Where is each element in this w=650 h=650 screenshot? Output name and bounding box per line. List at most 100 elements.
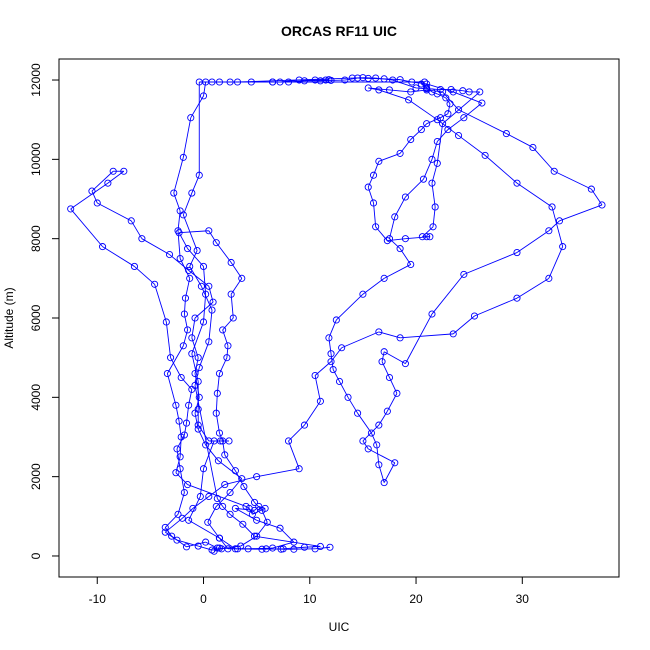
data-point (258, 545, 266, 553)
y-tick-label: 0 (29, 552, 43, 559)
data-point (214, 457, 222, 465)
data-point (226, 488, 234, 497)
data-point (172, 401, 180, 409)
series-segment (484, 155, 518, 184)
data-point (185, 266, 193, 274)
data-point (431, 203, 439, 211)
data-point (186, 262, 194, 270)
data-point (194, 542, 202, 550)
series-segment (445, 97, 451, 105)
data-point (449, 88, 457, 96)
data-point (407, 88, 415, 96)
chart-title: ORCAS RF11 UIC (281, 23, 397, 39)
data-point (120, 167, 128, 175)
series-segment (208, 310, 213, 342)
data-point (587, 185, 595, 193)
series-segment (405, 178, 424, 198)
data-point (354, 74, 362, 82)
series-segment (141, 238, 170, 255)
series-segment (215, 242, 232, 263)
data-point (221, 481, 229, 489)
data-point (184, 245, 192, 253)
series-segment (208, 230, 217, 243)
series-segment (91, 190, 98, 204)
data-point (555, 217, 564, 225)
data-point (383, 237, 391, 245)
data-point (279, 545, 287, 553)
data-point (194, 354, 202, 362)
data-point (208, 306, 216, 314)
series-segment (362, 440, 369, 450)
data-point (227, 290, 235, 298)
data-point (240, 483, 248, 491)
data-point (226, 78, 234, 86)
data-point (212, 409, 220, 417)
data-point (258, 506, 266, 514)
data-point (248, 510, 256, 518)
data-point (173, 445, 181, 453)
data-point (250, 532, 259, 540)
series-segment (410, 129, 422, 140)
data-point (247, 78, 255, 86)
data-point (478, 99, 486, 107)
data-point (420, 78, 429, 86)
data-point (191, 369, 199, 378)
data-point (380, 348, 388, 356)
series-segment (179, 468, 185, 493)
data-point (213, 389, 221, 397)
series-segment (222, 329, 229, 346)
data-point (545, 274, 553, 282)
data-point (231, 467, 239, 475)
data-point (465, 88, 473, 96)
data-point (199, 262, 208, 270)
series-segment (165, 531, 178, 541)
data-point (284, 78, 293, 86)
data-point (316, 397, 324, 405)
series-segment (256, 519, 281, 529)
data-point (300, 421, 309, 429)
series-segment (362, 277, 385, 295)
series-segment (548, 220, 560, 232)
series-segment (230, 294, 234, 319)
data-point (396, 245, 404, 253)
data-point (187, 114, 195, 122)
series-segment (341, 331, 380, 349)
series-segment (336, 293, 364, 321)
series-segment (381, 351, 385, 362)
series-segment (373, 161, 380, 176)
series-segment (436, 129, 449, 142)
data-point (109, 167, 117, 175)
data-point (369, 171, 378, 179)
data-point (205, 492, 213, 501)
series-segment (70, 182, 109, 210)
data-point (185, 401, 193, 409)
data-point (311, 371, 319, 380)
data-point (396, 76, 404, 84)
data-point (391, 213, 399, 221)
data-point (130, 262, 138, 270)
data-point (219, 502, 227, 510)
series-segment (437, 93, 446, 99)
series-segment (383, 351, 406, 365)
series-segment (229, 513, 244, 525)
data-point (284, 437, 293, 445)
data-point (250, 498, 259, 506)
data-point (194, 425, 202, 433)
data-point (344, 393, 352, 401)
data-point (215, 78, 224, 86)
data-point (104, 179, 112, 187)
data-point (383, 407, 391, 415)
data-point (426, 233, 434, 241)
data-point (276, 524, 284, 532)
data-point (182, 543, 191, 551)
series-segment (173, 157, 184, 194)
data-point (428, 310, 436, 318)
data-point (300, 543, 309, 551)
series-segment (551, 206, 564, 247)
series-segment (205, 541, 218, 549)
data-point (175, 417, 183, 425)
series-segment (70, 208, 103, 247)
data-point (204, 518, 212, 526)
data-point (218, 545, 226, 553)
data-point (375, 461, 383, 469)
